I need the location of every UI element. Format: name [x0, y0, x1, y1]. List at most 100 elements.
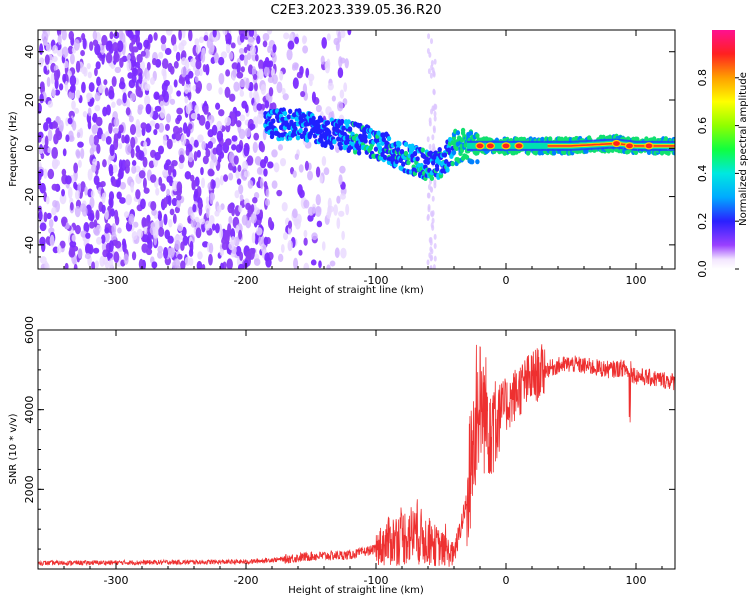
- spectrogram-speck: [101, 133, 106, 142]
- spectrogram-speck: [98, 84, 105, 94]
- spectrogram-speck: [236, 120, 242, 128]
- spectrogram-speck: [127, 72, 134, 79]
- spectrogram-speck: [62, 73, 67, 83]
- spectrogram-speck: [55, 130, 63, 141]
- spectrogram-speck: [153, 129, 158, 136]
- spectrogram-speck: [196, 149, 201, 158]
- x-tick-label: -300: [104, 574, 129, 587]
- spectrogram-speck: [112, 127, 119, 134]
- spectrogram-speck: [101, 192, 106, 204]
- spectrogram-speck: [300, 91, 306, 98]
- spectrogram-speck: [38, 135, 42, 143]
- spectrogram-speck: [287, 239, 293, 252]
- y-tick-label: 6000: [23, 316, 36, 344]
- spectrogram-hotspot: [475, 142, 485, 150]
- spectrogram-speck: [74, 224, 81, 235]
- x-tick-label: -200: [234, 574, 259, 587]
- spectrogram-speck: [39, 182, 46, 194]
- spectrogram-speck: [139, 60, 146, 71]
- spectrogram-speck: [256, 35, 261, 45]
- spectrogram-speck: [47, 100, 54, 108]
- spectrogram-speck: [100, 180, 106, 188]
- spectrogram-speck: [188, 70, 194, 79]
- spectrogram-speck: [315, 166, 321, 178]
- spectrogram-signal: [455, 130, 461, 136]
- spectrogram-speck: [68, 135, 75, 142]
- spectrogram-speck: [188, 30, 193, 42]
- spectrogram-speck: [83, 222, 90, 233]
- spectrogram-signal: [403, 141, 409, 147]
- spectrogram-speck: [158, 176, 163, 186]
- spectrogram-speck: [129, 92, 136, 102]
- spectrogram-speck: [430, 64, 434, 71]
- spectrogram-xlabel: Height of straight line (km): [288, 285, 424, 296]
- spectrogram-speck: [84, 253, 91, 260]
- spectrogram-speck: [333, 204, 338, 216]
- spectrogram-speck: [171, 133, 177, 140]
- spectrogram-speck: [174, 239, 181, 251]
- spectrogram-speck: [154, 93, 160, 100]
- spectrogram-speck: [323, 167, 330, 176]
- spectrogram-speck: [135, 86, 142, 97]
- spectrogram-speck: [151, 57, 157, 66]
- spectrogram-speck: [263, 168, 268, 177]
- spectrogram-speck: [184, 256, 191, 266]
- spectrogram-speck: [228, 151, 235, 164]
- spectrogram-speck: [234, 190, 240, 199]
- spectrogram-signal: [381, 136, 386, 143]
- spectrogram-signal: [434, 166, 440, 172]
- spectrogram-speck: [95, 209, 100, 221]
- spectrogram-speck: [148, 160, 155, 169]
- spectrogram-speck: [238, 204, 243, 213]
- spectrogram-speck: [196, 113, 201, 121]
- spectrogram-speck: [233, 155, 239, 165]
- spectrogram-speck: [69, 201, 74, 211]
- spectrogram-speck: [206, 82, 213, 92]
- spectrogram-speck: [283, 232, 289, 240]
- spectrogram-signal: [268, 121, 273, 127]
- spectrogram-speck: [80, 66, 87, 75]
- spectrogram-speck: [53, 215, 58, 222]
- spectrogram-signal: [464, 154, 470, 160]
- spectrogram-speck: [193, 139, 199, 148]
- spectrogram-speck: [427, 183, 431, 190]
- spectrogram-speck: [176, 181, 183, 193]
- spectrogram-signal: [659, 150, 665, 156]
- spectrogram-speck: [116, 98, 123, 106]
- spectrogram-speck: [47, 129, 53, 142]
- spectrogram-speck: [140, 122, 147, 130]
- y-tick-label: 20: [23, 93, 36, 107]
- spectrogram-speck: [220, 262, 224, 269]
- spectrogram-signal: [548, 136, 553, 142]
- spectrogram-speck: [131, 165, 137, 174]
- spectrogram-speck: [138, 258, 144, 269]
- spectrogram-speck: [89, 41, 94, 52]
- spectrogram-speck: [246, 155, 254, 166]
- spectrogram-speck: [338, 56, 343, 68]
- spectrogram-signal: [353, 149, 358, 155]
- spectrogram-speck: [39, 236, 46, 247]
- spectrogram-speck: [263, 181, 268, 189]
- spectrogram-speck: [431, 134, 435, 141]
- spectrogram-speck: [303, 237, 308, 246]
- spectrogram-speck: [184, 171, 192, 180]
- spectrogram-speck: [426, 136, 430, 143]
- spectrogram-speck: [343, 82, 348, 93]
- spectrogram-speck: [128, 216, 134, 225]
- spectrogram-speck: [303, 199, 310, 209]
- spectrogram-speck: [266, 30, 273, 35]
- spectrogram-signal: [367, 133, 372, 140]
- spectrogram-speck: [218, 109, 225, 117]
- spectrogram-signal: [382, 154, 388, 161]
- spectrogram-speck: [166, 188, 171, 197]
- spectrogram-speck: [38, 102, 42, 114]
- spectrogram-speck: [169, 98, 176, 105]
- spectrogram-speck: [69, 53, 75, 65]
- spectrogram-speck: [253, 82, 258, 92]
- spectrogram-speck: [160, 183, 166, 192]
- spectrogram-speck: [267, 45, 271, 54]
- spectrogram-speck: [298, 164, 304, 173]
- spectrogram-speck: [178, 77, 184, 84]
- spectrogram-signal: [373, 146, 379, 152]
